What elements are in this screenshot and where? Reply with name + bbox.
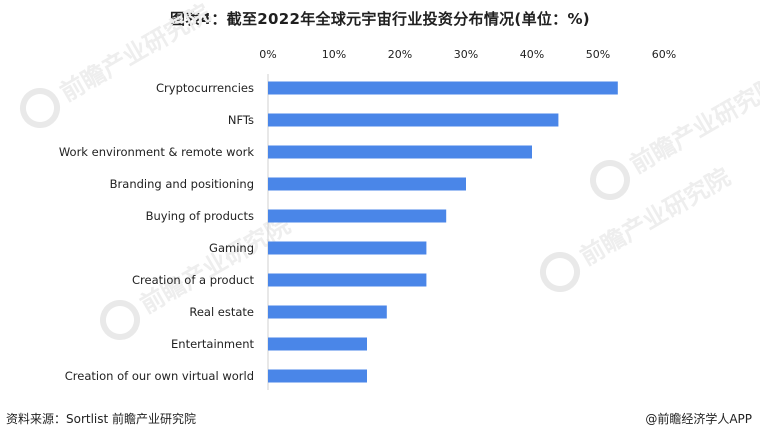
watermark-text: 前瞻产业研究院 bbox=[136, 211, 295, 319]
watermark-logo-icon bbox=[20, 88, 60, 128]
watermark-logo-icon bbox=[540, 252, 580, 292]
category-label: Cryptocurrencies bbox=[156, 81, 254, 95]
watermark-text: 前瞻产业研究院 bbox=[576, 163, 735, 271]
bar bbox=[268, 337, 367, 351]
x-tick-label: 50% bbox=[586, 48, 610, 61]
category-label: Real estate bbox=[189, 305, 254, 319]
watermark-logo-icon bbox=[590, 160, 630, 200]
bar bbox=[268, 177, 466, 191]
watermark: 前瞻产业研究院 bbox=[20, 0, 215, 128]
bars bbox=[268, 81, 618, 383]
category-label: Work environment & remote work bbox=[59, 145, 254, 159]
bar bbox=[268, 305, 387, 319]
x-tick-label: 10% bbox=[322, 48, 346, 61]
watermark: 前瞻产业研究院 bbox=[540, 163, 735, 292]
category-label: Creation of a product bbox=[132, 273, 254, 287]
bar bbox=[268, 241, 427, 255]
x-tick-label: 20% bbox=[388, 48, 412, 61]
source-note: 资料来源：Sortlist 前瞻产业研究院 bbox=[6, 412, 197, 426]
bar bbox=[268, 273, 427, 287]
chart-title: 图表4：截至2022年全球元宇宙行业投资分布情况(单位：%) bbox=[170, 10, 590, 28]
x-tick-label: 40% bbox=[520, 48, 544, 61]
x-tick-label: 30% bbox=[454, 48, 478, 61]
x-tick-label: 60% bbox=[652, 48, 676, 61]
credit-note: @前瞻经济学人APP bbox=[645, 412, 752, 426]
category-label: NFTs bbox=[228, 113, 254, 127]
category-label: Buying of products bbox=[146, 209, 254, 223]
x-axis: 0% 10% 20% 30% 40% 50% 60% bbox=[259, 48, 676, 390]
bar bbox=[268, 209, 447, 223]
category-label: Entertainment bbox=[171, 337, 254, 351]
category-label: Branding and positioning bbox=[110, 177, 254, 191]
category-labels: Cryptocurrencies NFTs Work environment & r… bbox=[59, 81, 255, 383]
bar bbox=[268, 369, 367, 383]
category-label: Creation of our own virtual world bbox=[65, 369, 254, 383]
bar bbox=[268, 113, 559, 127]
bar bbox=[268, 145, 532, 159]
watermark-logo-icon bbox=[100, 300, 140, 340]
x-tick-label: 0% bbox=[259, 48, 276, 61]
category-label: Gaming bbox=[209, 241, 254, 255]
bar bbox=[268, 81, 618, 95]
watermark-text: 前瞻产业研究院 bbox=[626, 71, 760, 179]
